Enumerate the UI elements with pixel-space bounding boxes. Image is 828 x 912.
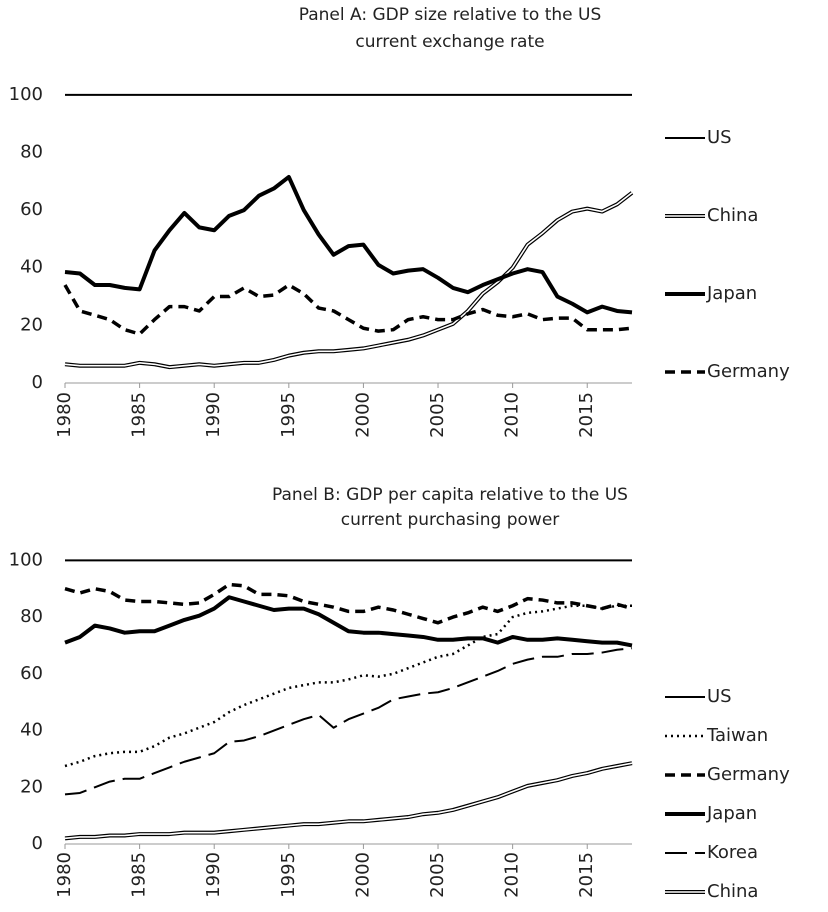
y-tick-label: 20 [20, 776, 43, 797]
legend-label: Taiwan [706, 725, 768, 746]
legend-label: Germany [707, 764, 790, 785]
x-tick-label: 2010 [502, 392, 523, 438]
x-tick-label: 1995 [278, 852, 299, 898]
y-tick-label: 80 [20, 606, 43, 627]
series-line [64, 582, 633, 625]
chart-subtitle: current exchange rate [355, 32, 544, 52]
chart-title: Panel B: GDP per capita relative to the … [272, 485, 628, 505]
legend-label: Japan [706, 803, 757, 824]
x-tick-label: 2015 [576, 852, 597, 898]
x-tick-label: 2005 [427, 392, 448, 438]
chart-subtitle: current purchasing power [341, 510, 560, 530]
x-tick-label: 1980 [54, 852, 75, 898]
legend-label: Germany [707, 361, 790, 382]
chart-title: Panel A: GDP size relative to the US [299, 5, 602, 25]
legend-label: Japan [706, 283, 757, 304]
x-tick-label: 2000 [352, 392, 373, 438]
x-tick-label: 1990 [203, 392, 224, 438]
x-tick-label: 2010 [502, 852, 523, 898]
series-line [64, 595, 633, 648]
y-tick-label: 40 [20, 257, 43, 278]
x-tick-label: 1980 [54, 392, 75, 438]
y-tick-label: 0 [32, 372, 43, 393]
legend-label: China [707, 205, 758, 226]
x-tick-label: 1990 [203, 852, 224, 898]
series-line [64, 761, 633, 841]
y-tick-label: 60 [20, 663, 43, 684]
series-line [64, 647, 633, 796]
legend-label: Korea [707, 842, 758, 863]
legend-label: US [707, 686, 732, 707]
series-line [63, 283, 633, 336]
y-tick-label: 60 [20, 199, 43, 220]
y-tick-label: 0 [32, 833, 43, 854]
y-tick-label: 100 [9, 549, 43, 570]
y-tick-label: 80 [20, 141, 43, 162]
y-tick-label: 100 [9, 84, 43, 105]
x-tick-label: 1995 [278, 392, 299, 438]
series-line-inner [64, 192, 633, 368]
x-tick-label: 2000 [352, 852, 373, 898]
series-line-inner [64, 762, 633, 840]
x-tick-label: 1985 [129, 392, 150, 438]
x-tick-label: 2015 [576, 392, 597, 438]
series-line [64, 174, 633, 315]
x-tick-label: 2005 [427, 852, 448, 898]
x-tick-label: 1985 [129, 852, 150, 898]
y-tick-label: 40 [20, 720, 43, 741]
y-tick-label: 20 [20, 314, 43, 335]
legend-label: China [707, 881, 758, 902]
legend-label: US [707, 127, 732, 148]
